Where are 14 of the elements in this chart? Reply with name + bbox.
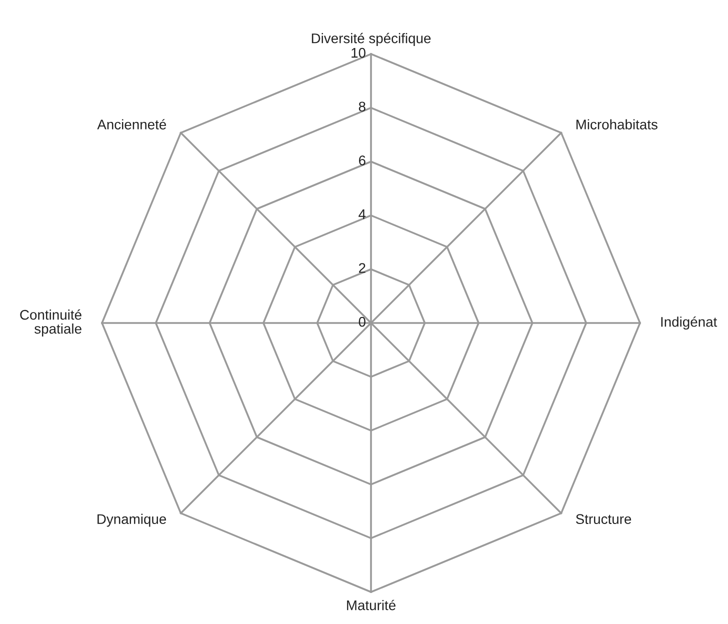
spoke-label: Ancienneté <box>97 119 166 130</box>
spoke-label: Dynamique <box>98 514 166 527</box>
y-tick-label: 10 <box>352 48 366 58</box>
spoke-label: Continuité spatiale <box>20 309 82 336</box>
y-tick-label: 2 <box>358 263 366 273</box>
y-tick-label: 4 <box>358 209 366 219</box>
y-tick-label: 8 <box>358 102 366 112</box>
spoke-label: Structure <box>576 514 632 524</box>
y-tick-label: 6 <box>358 155 366 166</box>
y-tick-label: 0 <box>358 316 366 327</box>
spoke-label: Maturité <box>347 600 396 610</box>
spoke-label: Diversité spécifique <box>312 32 431 46</box>
spoke-label: Microhabitats <box>576 119 658 130</box>
spoke-label: Indigénat <box>661 316 718 330</box>
